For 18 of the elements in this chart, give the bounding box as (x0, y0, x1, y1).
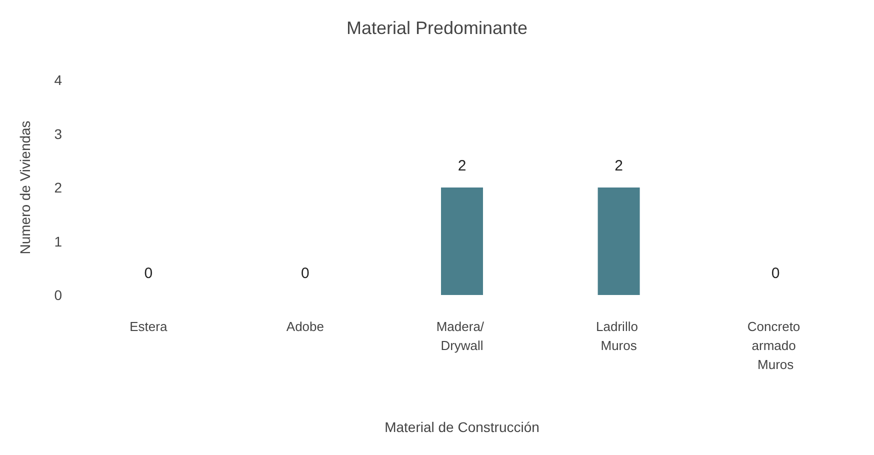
y-tick-label: 4 (54, 72, 62, 88)
data-label: 2 (458, 158, 466, 174)
data-label: 0 (301, 265, 310, 282)
y-tick-label: 3 (54, 126, 62, 142)
x-axis-title: Material de Construcción (384, 419, 540, 435)
x-tick-label: Estera (130, 319, 168, 334)
y-axis-title: Numero de Viviendas (17, 120, 33, 254)
data-label: 2 (614, 158, 623, 174)
y-tick-label: 2 (54, 180, 62, 196)
chart-title: Material Predominante (346, 18, 528, 38)
x-tick-label: Adobe (286, 319, 324, 334)
x-tick-label: Concreto armado Muros (747, 319, 804, 372)
y-tick-label: 1 (54, 233, 62, 250)
x-tick-label: Madera/ Drywall (436, 319, 488, 353)
data-label: 0 (771, 265, 780, 282)
x-tick-label: Ladrillo Muros (596, 319, 642, 353)
y-tick-label: 0 (54, 287, 62, 303)
data-label: 0 (144, 265, 153, 282)
